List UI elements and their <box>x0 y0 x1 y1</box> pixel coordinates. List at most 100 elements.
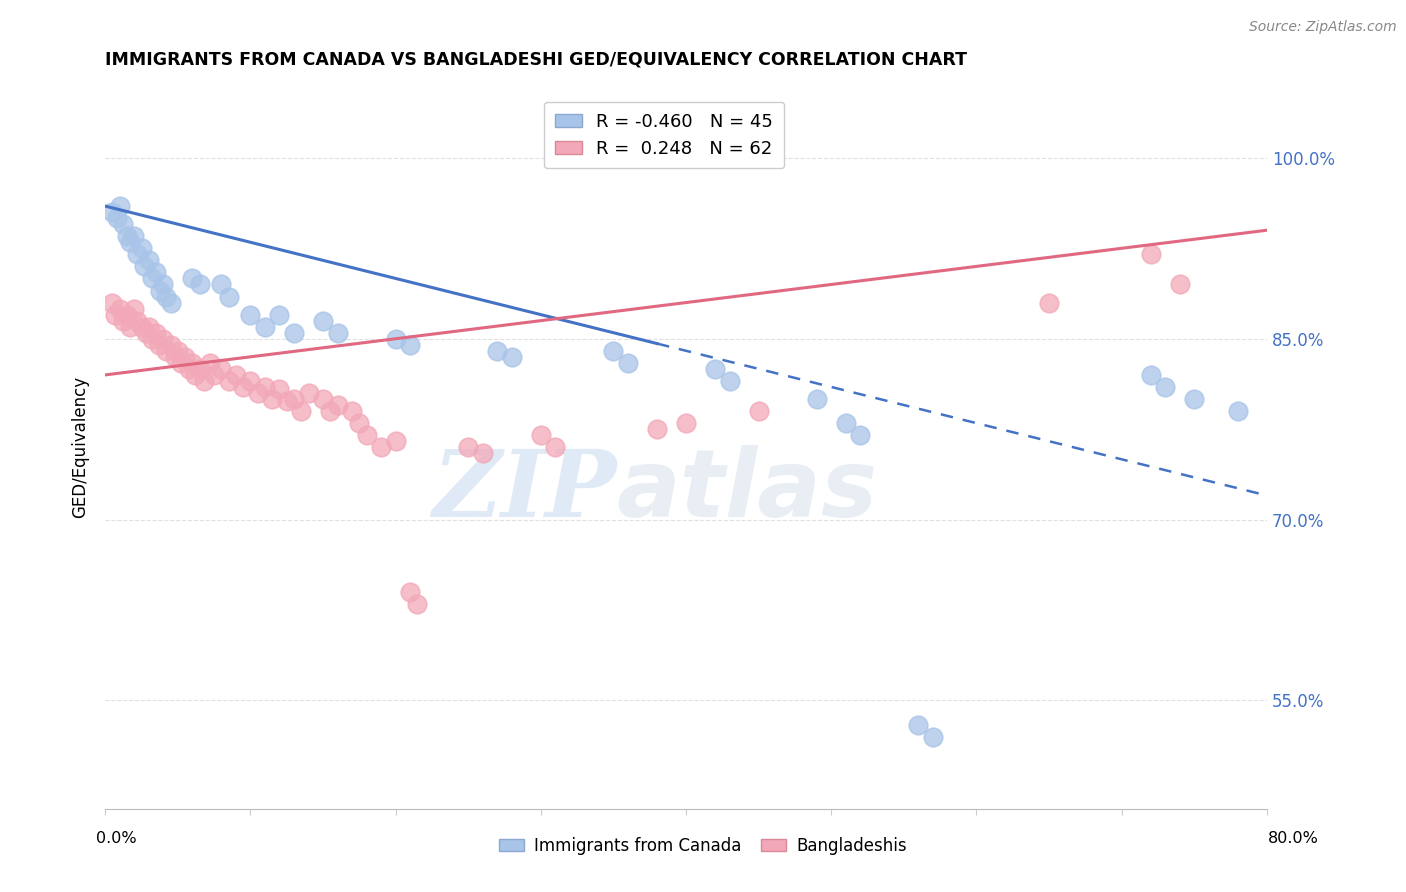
Point <box>159 338 181 352</box>
Point <box>131 319 153 334</box>
Point <box>138 253 160 268</box>
Point <box>544 440 567 454</box>
Point <box>105 211 128 226</box>
Point <box>170 356 193 370</box>
Point <box>399 585 422 599</box>
Point <box>283 326 305 340</box>
Point <box>704 362 727 376</box>
Point <box>174 350 197 364</box>
Text: ZIP: ZIP <box>432 446 616 536</box>
Point <box>276 394 298 409</box>
Point <box>104 308 127 322</box>
Point <box>127 247 149 261</box>
Point <box>326 398 349 412</box>
Point <box>202 368 225 382</box>
Point <box>486 343 509 358</box>
Point <box>108 301 131 316</box>
Point <box>384 434 406 449</box>
Point <box>290 404 312 418</box>
Point <box>141 271 163 285</box>
Point <box>1168 277 1191 292</box>
Point <box>155 289 177 303</box>
Point <box>340 404 363 418</box>
Point <box>155 343 177 358</box>
Point <box>457 440 479 454</box>
Point <box>617 356 640 370</box>
Point <box>1226 404 1249 418</box>
Point <box>184 368 207 382</box>
Point <box>111 217 134 231</box>
Point <box>115 308 138 322</box>
Point <box>239 308 262 322</box>
Point <box>748 404 770 418</box>
Point <box>530 428 553 442</box>
Point <box>108 199 131 213</box>
Point <box>406 597 429 611</box>
Point <box>148 338 170 352</box>
Point <box>188 277 211 292</box>
Point <box>1154 380 1177 394</box>
Point <box>326 326 349 340</box>
Point <box>118 235 141 250</box>
Point <box>806 392 828 406</box>
Point <box>246 386 269 401</box>
Point <box>269 308 291 322</box>
Point <box>152 332 174 346</box>
Point <box>188 362 211 376</box>
Text: 0.0%: 0.0% <box>96 831 136 846</box>
Point <box>835 416 858 430</box>
Point <box>718 374 741 388</box>
Point <box>145 326 167 340</box>
Point <box>645 422 668 436</box>
Point <box>1139 247 1161 261</box>
Point <box>135 326 157 340</box>
Point <box>138 319 160 334</box>
Point <box>101 205 124 219</box>
Point <box>602 343 624 358</box>
Point <box>283 392 305 406</box>
Point <box>181 356 204 370</box>
Point <box>297 386 319 401</box>
Point <box>1038 295 1060 310</box>
Point <box>907 717 929 731</box>
Point <box>209 277 232 292</box>
Legend: Immigrants from Canada, Bangladeshis: Immigrants from Canada, Bangladeshis <box>492 830 914 862</box>
Point <box>232 380 254 394</box>
Text: atlas: atlas <box>616 445 877 537</box>
Point <box>225 368 247 382</box>
Point <box>179 362 201 376</box>
Point <box>849 428 872 442</box>
Point <box>253 319 276 334</box>
Point <box>166 343 188 358</box>
Point <box>141 332 163 346</box>
Point <box>127 313 149 327</box>
Point <box>145 265 167 279</box>
Point <box>370 440 392 454</box>
Point <box>501 350 523 364</box>
Point <box>471 446 494 460</box>
Point <box>218 289 240 303</box>
Point <box>181 271 204 285</box>
Point <box>122 229 145 244</box>
Point <box>319 404 342 418</box>
Text: IMMIGRANTS FROM CANADA VS BANGLADESHI GED/EQUIVALENCY CORRELATION CHART: IMMIGRANTS FROM CANADA VS BANGLADESHI GE… <box>105 51 967 69</box>
Point <box>163 350 186 364</box>
Text: Source: ZipAtlas.com: Source: ZipAtlas.com <box>1249 20 1396 34</box>
Point <box>262 392 284 406</box>
Point <box>122 301 145 316</box>
Point <box>356 428 378 442</box>
Point <box>675 416 697 430</box>
Point <box>384 332 406 346</box>
Point <box>312 392 335 406</box>
Point <box>149 284 172 298</box>
Point <box>159 295 181 310</box>
Point <box>269 383 291 397</box>
Point <box>118 319 141 334</box>
Point <box>115 229 138 244</box>
Point <box>193 374 215 388</box>
Point <box>131 241 153 255</box>
Point <box>198 356 221 370</box>
Point <box>152 277 174 292</box>
Point <box>218 374 240 388</box>
Point <box>399 338 422 352</box>
